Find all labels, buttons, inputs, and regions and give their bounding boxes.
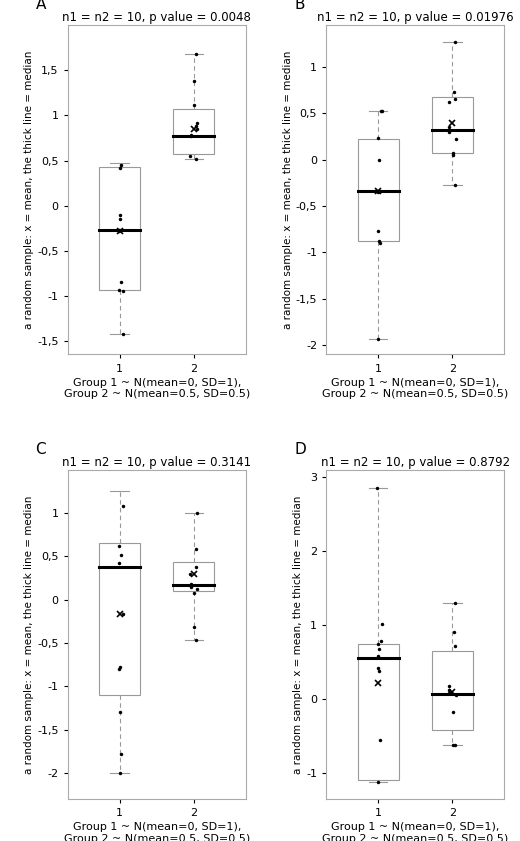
Y-axis label: a random sample: x = mean, the thick line = median: a random sample: x = mean, the thick lin…: [283, 50, 293, 329]
Bar: [358, 140, 398, 241]
Text: A: A: [35, 0, 46, 12]
Title: n1 = n2 = 10, p value = 0.0048: n1 = n2 = 10, p value = 0.0048: [62, 11, 251, 24]
Text: B: B: [294, 0, 305, 12]
X-axis label: Group 1 ~ N(mean=0, SD=1),
Group 2 ~ N(mean=0.5, SD=0.5): Group 1 ~ N(mean=0, SD=1), Group 2 ~ N(m…: [322, 378, 509, 399]
Bar: [358, 643, 398, 780]
Bar: [99, 543, 140, 695]
Text: C: C: [35, 442, 46, 457]
X-axis label: Group 1 ~ N(mean=0, SD=1),
Group 2 ~ N(mean=0.5, SD=0.5): Group 1 ~ N(mean=0, SD=1), Group 2 ~ N(m…: [322, 822, 509, 841]
Bar: [174, 562, 214, 591]
Bar: [99, 167, 140, 289]
X-axis label: Group 1 ~ N(mean=0, SD=1),
Group 2 ~ N(mean=0.5, SD=0.5): Group 1 ~ N(mean=0, SD=1), Group 2 ~ N(m…: [63, 822, 250, 841]
Title: n1 = n2 = 10, p value = 0.01976: n1 = n2 = 10, p value = 0.01976: [317, 11, 514, 24]
Y-axis label: a random sample: x = mean, the thick line = median: a random sample: x = mean, the thick lin…: [293, 495, 303, 774]
Bar: [432, 97, 473, 153]
Y-axis label: a random sample: x = mean, the thick line = median: a random sample: x = mean, the thick lin…: [24, 50, 34, 329]
Title: n1 = n2 = 10, p value = 0.3141: n1 = n2 = 10, p value = 0.3141: [62, 456, 251, 468]
Bar: [432, 651, 473, 730]
Y-axis label: a random sample: x = mean, the thick line = median: a random sample: x = mean, the thick lin…: [24, 495, 34, 774]
Title: n1 = n2 = 10, p value = 0.8792: n1 = n2 = 10, p value = 0.8792: [321, 456, 510, 468]
X-axis label: Group 1 ~ N(mean=0, SD=1),
Group 2 ~ N(mean=0.5, SD=0.5): Group 1 ~ N(mean=0, SD=1), Group 2 ~ N(m…: [63, 378, 250, 399]
Text: D: D: [294, 442, 306, 457]
Bar: [174, 109, 214, 154]
